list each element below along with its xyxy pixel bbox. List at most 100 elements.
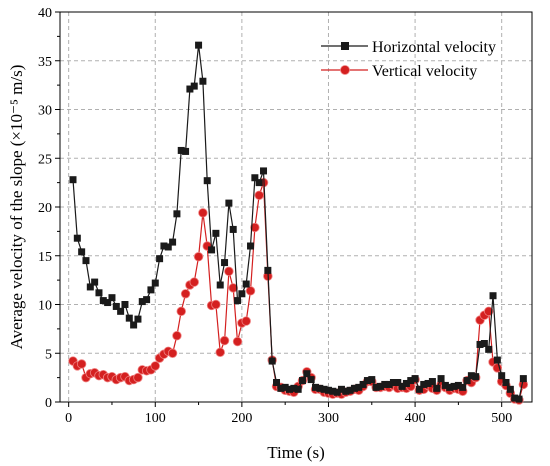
- data-point-horizontal: [169, 238, 177, 246]
- data-point-horizontal: [389, 379, 397, 386]
- data-point-horizontal: [86, 283, 94, 291]
- data-point-horizontal: [186, 85, 194, 93]
- data-point-horizontal: [99, 297, 107, 305]
- data-point-vertical: [228, 283, 238, 293]
- data-point-horizontal: [216, 281, 224, 289]
- data-point-vertical: [215, 347, 225, 357]
- grid: [60, 12, 532, 402]
- x-tick-label: 200: [231, 411, 252, 426]
- data-point-horizontal: [234, 297, 242, 305]
- data-point-horizontal: [350, 384, 358, 392]
- data-point-horizontal: [151, 279, 159, 287]
- data-point-horizontal: [398, 382, 406, 390]
- data-point-horizontal: [212, 229, 220, 237]
- x-axis-title: Time (s): [267, 443, 324, 462]
- y-tick-label: 35: [38, 55, 52, 70]
- data-point-horizontal: [125, 314, 133, 322]
- data-point-horizontal: [307, 376, 315, 384]
- data-point-horizontal: [273, 379, 281, 386]
- data-point-horizontal: [376, 382, 384, 390]
- data-point-vertical: [241, 316, 251, 326]
- data-point-horizontal: [407, 377, 415, 385]
- data-point-horizontal: [329, 387, 337, 395]
- data-point-horizontal: [134, 315, 142, 323]
- data-point-horizontal: [493, 356, 501, 364]
- legend-item-vertical: Vertical velocity: [321, 63, 477, 80]
- data-point-vertical: [250, 222, 260, 233]
- data-point-horizontal: [190, 82, 198, 90]
- y-tick-label: 40: [38, 6, 52, 21]
- data-point-horizontal: [260, 167, 268, 175]
- data-point-horizontal: [247, 242, 255, 250]
- data-point-horizontal: [121, 301, 129, 308]
- y-tick-label: 20: [38, 201, 52, 216]
- data-point-horizontal: [225, 199, 233, 207]
- data-point-horizontal: [182, 147, 190, 155]
- data-point-horizontal: [394, 379, 402, 386]
- y-tick-label: 0: [45, 396, 52, 411]
- data-point-horizontal: [91, 278, 99, 286]
- data-point-horizontal: [363, 377, 371, 385]
- data-point-horizontal: [415, 385, 423, 393]
- data-point-horizontal: [346, 386, 354, 394]
- data-point-horizontal: [420, 380, 428, 388]
- legend-label-vertical: Vertical velocity: [372, 63, 477, 80]
- data-point-vertical: [167, 348, 178, 358]
- data-point-horizontal: [498, 372, 506, 380]
- x-tick-label: 400: [405, 411, 426, 426]
- data-point-vertical: [483, 306, 494, 317]
- data-point-horizontal: [73, 234, 81, 242]
- data-point-horizontal: [489, 292, 497, 300]
- x-tick-label: 500: [491, 411, 512, 426]
- y-axis-title: Average velocity of the slope (×10⁻⁵ m/s…: [7, 65, 26, 350]
- data-point-horizontal: [229, 225, 237, 233]
- data-point-horizontal: [511, 394, 519, 402]
- data-point-vertical: [211, 299, 221, 310]
- data-point-horizontal: [82, 257, 90, 265]
- data-point-horizontal: [143, 296, 151, 304]
- legend: Horizontal velocity Vertical velocity: [321, 39, 496, 80]
- x-tick-labels: 0 100 200 300 400 500: [65, 411, 512, 426]
- data-point-horizontal: [467, 372, 475, 380]
- data-point-horizontal: [255, 179, 263, 187]
- data-point-horizontal: [203, 177, 211, 185]
- data-point-horizontal: [519, 375, 527, 383]
- data-point-horizontal: [515, 395, 523, 403]
- data-point-horizontal: [320, 385, 328, 393]
- legend-item-horizontal: Horizontal velocity: [321, 39, 496, 56]
- data-point-horizontal: [95, 289, 103, 297]
- data-point-horizontal: [199, 77, 207, 85]
- data-point-horizontal: [290, 384, 298, 392]
- series-line: [72, 45, 524, 400]
- series-vertical: [68, 177, 529, 405]
- data-point-horizontal: [324, 386, 332, 394]
- data-point-vertical: [193, 252, 204, 262]
- legend-square-marker: [341, 42, 349, 50]
- data-point-horizontal: [433, 384, 441, 392]
- data-point-horizontal: [277, 384, 285, 392]
- data-point-horizontal: [402, 379, 410, 387]
- data-point-horizontal: [173, 210, 181, 218]
- x-tick-label: 100: [145, 411, 166, 426]
- data-point-horizontal: [428, 378, 436, 386]
- data-point-horizontal: [368, 376, 376, 384]
- data-point-horizontal: [333, 388, 341, 396]
- series-layer: [68, 41, 529, 405]
- data-point-horizontal: [208, 246, 216, 254]
- y-tick-label: 5: [45, 347, 52, 362]
- data-point-horizontal: [381, 380, 389, 388]
- y-tick-label: 10: [38, 299, 52, 314]
- data-point-horizontal: [459, 383, 467, 391]
- data-point-horizontal: [355, 383, 363, 391]
- data-point-horizontal: [164, 243, 172, 251]
- y-tick-label: 15: [38, 250, 52, 265]
- data-point-horizontal: [342, 387, 350, 395]
- data-point-vertical: [245, 286, 256, 296]
- data-point-horizontal: [104, 299, 112, 307]
- data-point-vertical: [224, 266, 234, 277]
- data-point-horizontal: [138, 298, 146, 306]
- data-point-horizontal: [303, 370, 311, 378]
- data-point-horizontal: [311, 383, 319, 391]
- data-point-vertical: [254, 190, 264, 201]
